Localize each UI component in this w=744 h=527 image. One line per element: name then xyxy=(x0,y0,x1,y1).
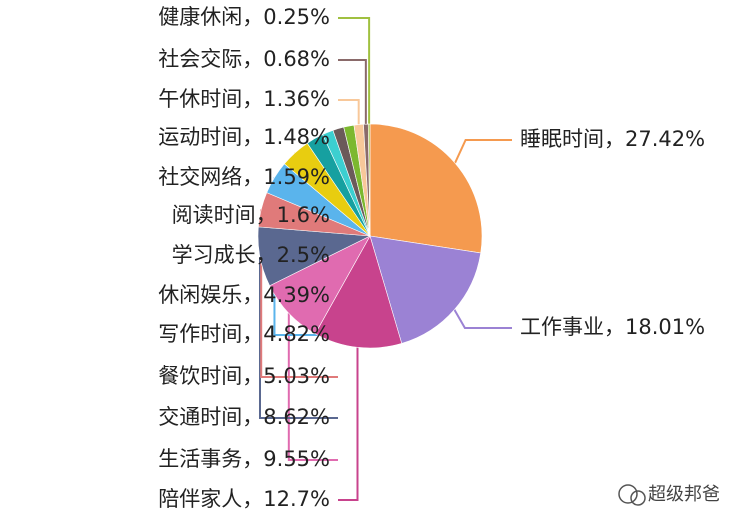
category-label: 生活事务 xyxy=(158,447,242,471)
leader-line xyxy=(287,313,338,461)
leader-line xyxy=(338,59,367,125)
pie-slice xyxy=(369,123,483,254)
pie-slice xyxy=(314,235,403,349)
value-label: ，0.68% xyxy=(242,47,330,71)
slice-label: 健康休闲，0.25% xyxy=(158,5,330,29)
value-label: ，5.03% xyxy=(242,364,330,388)
slice-label: 工作事业，18.01% xyxy=(520,315,705,339)
category-label: 学习成长 xyxy=(172,243,256,267)
slice-label: 睡眠时间，27.42% xyxy=(520,127,705,151)
value-label: ，4.82% xyxy=(242,322,330,346)
slice-label: 阅读时间，1.6% xyxy=(172,203,330,227)
slice-label: 陪伴家人，12.7% xyxy=(158,487,330,511)
category-label: 社会交际 xyxy=(158,47,242,71)
slice-label: 学习成长，2.5% xyxy=(172,243,330,267)
category-label: 睡眠时间 xyxy=(520,127,604,151)
category-label: 社交网络 xyxy=(158,165,242,189)
value-label: ，8.62% xyxy=(242,405,330,429)
value-label: ，18.01% xyxy=(604,315,705,339)
value-label: ，0.25% xyxy=(242,5,330,29)
leader-line xyxy=(338,99,360,125)
value-label: ，1.36% xyxy=(242,87,330,111)
leader-line xyxy=(454,139,512,164)
value-label: ，2.5% xyxy=(256,243,330,267)
slice-label: 生活事务，9.55% xyxy=(158,447,330,471)
category-label: 运动时间 xyxy=(158,125,242,149)
category-label: 健康休闲 xyxy=(158,5,242,29)
leader-line xyxy=(338,347,359,501)
pie-slice xyxy=(369,235,482,344)
pie-slice xyxy=(367,123,371,237)
value-label: ，9.55% xyxy=(242,447,330,471)
value-label: ，27.42% xyxy=(604,127,705,151)
category-label: 餐饮时间 xyxy=(158,364,242,388)
leader-line xyxy=(260,209,338,378)
category-label: 阅读时间 xyxy=(172,203,256,227)
slice-label: 社交网络，1.59% xyxy=(158,165,330,189)
value-label: ，1.59% xyxy=(242,165,330,189)
slice-label: 休闲娱乐，4.39% xyxy=(158,283,330,307)
category-label: 写作时间 xyxy=(158,322,242,346)
category-label: 工作事业 xyxy=(520,315,604,339)
slice-label: 餐饮时间，5.03% xyxy=(158,364,330,388)
slice-label: 写作时间，4.82% xyxy=(158,322,330,346)
value-label: ，12.7% xyxy=(242,487,330,511)
value-label: ，1.6% xyxy=(256,203,330,227)
category-label: 交通时间 xyxy=(158,405,242,429)
leader-line xyxy=(258,257,338,419)
watermark-text: 超级邦爸 xyxy=(648,484,720,505)
slice-label: 午休时间，1.36% xyxy=(158,87,330,111)
value-label: ，1.48% xyxy=(242,125,330,149)
slice-label: 交通时间，8.62% xyxy=(158,405,330,429)
leader-line xyxy=(338,17,371,125)
slice-label: 社会交际，0.68% xyxy=(158,47,330,71)
leader-line xyxy=(453,309,512,329)
watermark: 超级邦爸 xyxy=(618,484,720,506)
category-label: 陪伴家人 xyxy=(158,487,242,511)
category-label: 午休时间 xyxy=(158,87,242,111)
value-label: ，4.39% xyxy=(242,283,330,307)
category-label: 休闲娱乐 xyxy=(158,283,242,307)
slice-label: 运动时间，1.48% xyxy=(158,125,330,149)
